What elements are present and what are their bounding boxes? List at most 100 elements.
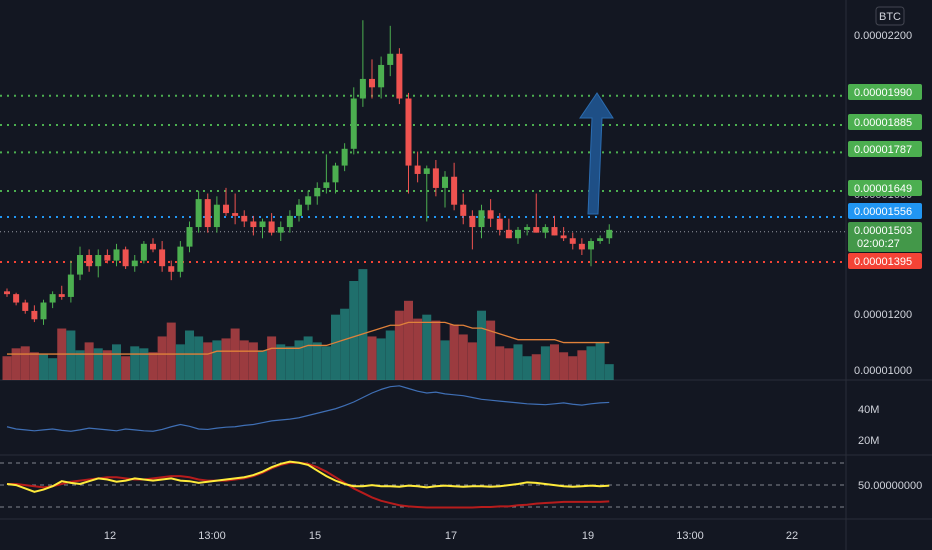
volume-bar	[93, 348, 103, 380]
volume-bar	[84, 342, 94, 380]
currency-badge[interactable]: BTC	[875, 6, 905, 26]
volume-bar	[513, 344, 523, 380]
volume-bar	[39, 354, 48, 380]
volume-bar	[595, 342, 605, 380]
volume-bar	[331, 314, 340, 380]
candlesticks	[4, 20, 613, 325]
volume-bar	[522, 356, 532, 380]
time-axis-label: 15	[309, 530, 321, 542]
candle-body	[259, 221, 266, 228]
volume-bar	[540, 346, 550, 380]
time-axis-label: 13:00	[198, 530, 226, 542]
candle-body	[13, 294, 20, 303]
candle-body	[232, 213, 239, 216]
volume-bar	[458, 334, 468, 380]
last-price-tag[interactable]: 0.00001503 02:00:27	[848, 222, 922, 252]
volume-axis-label: 20M	[858, 435, 879, 447]
stoch-d-line	[7, 461, 610, 509]
volume-bar	[312, 342, 322, 380]
candle-body	[597, 238, 604, 242]
candle-body	[396, 53, 403, 99]
volume-bar	[102, 350, 112, 380]
volume-bar	[477, 310, 486, 380]
candle-body	[350, 98, 357, 149]
candle-body	[414, 165, 421, 174]
candle-body	[359, 78, 366, 99]
level-tag-label: 0.00001649	[854, 183, 912, 195]
volume-bar	[175, 344, 185, 380]
volume-bar	[321, 346, 331, 380]
volume-bar	[48, 358, 58, 380]
candle-body	[505, 229, 512, 239]
volume-bar	[267, 336, 277, 380]
candle-body	[177, 246, 184, 272]
volume-bar	[504, 348, 514, 380]
up-arrow-drawing[interactable]	[579, 92, 614, 215]
candle-body	[286, 215, 293, 228]
candle-body	[95, 255, 102, 267]
candle-body	[168, 266, 175, 272]
countdown-label: 02:00:27	[857, 238, 900, 250]
level-tag-1885[interactable]: 0.00001885	[848, 114, 922, 130]
candle-body	[588, 241, 594, 250]
candle-body	[460, 204, 467, 216]
candle-body	[186, 227, 193, 247]
volume-bar	[258, 350, 267, 380]
volume-bar	[568, 356, 578, 380]
candle-body	[4, 291, 10, 295]
currency-badge-label: BTC	[879, 11, 901, 23]
level-tag-1990[interactable]: 0.00001990	[848, 84, 922, 100]
candle-body	[204, 199, 211, 228]
volume-bars	[2, 269, 614, 380]
level-tag-1787[interactable]: 0.00001787	[848, 141, 922, 157]
candle-body	[213, 204, 220, 228]
candle-body	[150, 243, 156, 250]
level-tag-1395[interactable]: 0.00001395	[848, 253, 922, 269]
volume-bar	[194, 336, 204, 380]
candle-body	[332, 165, 339, 183]
candle-body	[140, 243, 147, 261]
level-tag-1556[interactable]: 0.00001556	[848, 203, 922, 219]
oscillator-pane	[0, 385, 846, 509]
volume-bar	[394, 310, 404, 380]
volume-bar	[303, 336, 313, 380]
volume-ma-line	[7, 321, 610, 355]
volume-bar	[586, 346, 596, 380]
volume-bar	[20, 346, 30, 380]
candle-body	[469, 215, 476, 228]
level-tag-label: 0.00001787	[854, 144, 912, 156]
volume-bar	[358, 269, 368, 380]
volume-bar	[413, 318, 423, 380]
volume-bar	[367, 336, 377, 380]
candle-body	[451, 176, 458, 205]
volume-bar	[340, 308, 350, 380]
candle-body	[487, 210, 494, 219]
horizontal-levels[interactable]	[0, 94, 846, 263]
volume-bar	[130, 346, 140, 380]
volume-bar	[431, 320, 441, 380]
candle-body	[524, 227, 531, 230]
candle-body	[569, 238, 576, 244]
candle-body	[314, 187, 321, 197]
candle-body	[241, 215, 248, 222]
volume-bar	[66, 330, 76, 380]
candle-body	[113, 249, 120, 261]
candle-body	[606, 229, 613, 239]
candle-body	[277, 227, 284, 233]
candle-body	[341, 148, 348, 166]
candle-body	[58, 294, 65, 297]
volume-bar	[531, 354, 541, 380]
candle-body	[496, 218, 503, 230]
level-tag-1649[interactable]: 0.00001649	[848, 180, 922, 196]
volume-bar	[467, 342, 477, 380]
candle-body	[40, 302, 47, 320]
volume-bar	[376, 338, 386, 380]
candle-body	[423, 168, 430, 174]
volume-bar	[422, 314, 432, 380]
volume-bar	[121, 356, 131, 380]
time-axis-label: 17	[445, 530, 457, 542]
volume-bar	[185, 330, 194, 380]
level-tag-label: 0.00001395	[854, 256, 912, 268]
volume-bar	[559, 352, 569, 380]
